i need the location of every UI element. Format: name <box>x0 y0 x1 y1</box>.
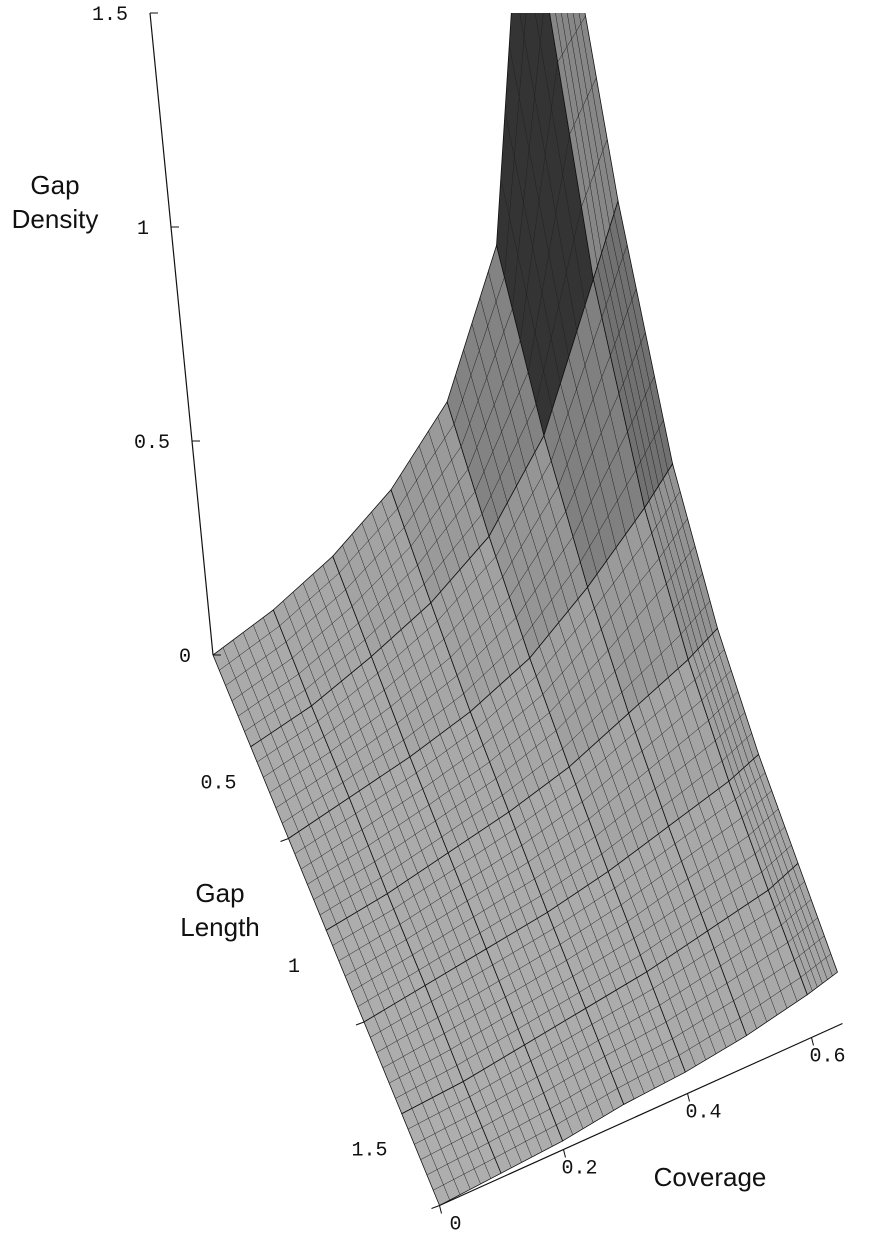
z-axis-label: Gap Density <box>11 170 99 234</box>
y-tick-label: 0.5 <box>200 773 236 796</box>
mesh-line <box>463 637 524 694</box>
mesh-line <box>601 807 663 855</box>
mesh-line <box>364 583 425 640</box>
mesh-line <box>562 692 623 749</box>
z-tick-label: 0 <box>179 646 191 669</box>
mesh-line <box>441 795 503 838</box>
mesh-line <box>661 760 723 808</box>
mesh-line <box>357 969 419 1007</box>
mesh-line <box>680 600 711 635</box>
mesh-line <box>761 844 792 873</box>
x-tick <box>687 1093 690 1102</box>
mesh-line <box>494 1124 557 1159</box>
x-tick-label: 0 <box>449 1214 461 1237</box>
mesh-line <box>342 739 404 783</box>
mesh-line <box>456 1028 519 1066</box>
y-tick <box>431 1205 440 1209</box>
x-tick-label: 0.6 <box>809 1046 845 1069</box>
mesh-line <box>678 1017 741 1056</box>
z-tick-label: 0.5 <box>134 432 170 455</box>
x-tick-label: 0.4 <box>685 1102 721 1125</box>
x-tick <box>439 1205 442 1214</box>
mesh-line <box>403 693 464 741</box>
mesh-line <box>556 1088 618 1126</box>
y-tick-label: 1 <box>288 956 300 979</box>
mesh-line <box>479 895 542 934</box>
mesh-line <box>319 877 382 916</box>
mesh-line <box>540 853 602 896</box>
mesh-line <box>244 689 306 732</box>
mesh-line <box>635 419 664 470</box>
mesh-line <box>621 634 682 693</box>
mesh-line <box>579 954 641 993</box>
mesh-line <box>640 913 702 956</box>
mesh-line <box>433 1157 495 1191</box>
x-tick <box>563 1149 566 1158</box>
z-tick-label: 1 <box>137 218 149 241</box>
mesh-line <box>502 748 563 796</box>
mesh-line <box>739 977 801 1019</box>
mesh-line <box>522 561 581 638</box>
mesh-line <box>580 469 637 563</box>
mesh-line <box>481 403 537 514</box>
z-tick-label: 1.5 <box>92 4 128 27</box>
mesh-line <box>721 733 752 762</box>
mesh-line <box>700 871 762 914</box>
mesh-line <box>518 992 580 1030</box>
y-axis-label: Gap Length <box>180 878 260 942</box>
y-tick <box>280 838 289 842</box>
x-axis-label: Coverage <box>653 1162 767 1192</box>
mesh-line <box>304 639 366 691</box>
surface <box>212 13 838 1207</box>
mesh-line <box>418 932 481 971</box>
mesh-line <box>282 782 344 824</box>
y-tick <box>355 1021 365 1026</box>
mesh-line <box>800 953 832 978</box>
z-axis <box>149 12 214 656</box>
x-tick <box>811 1037 814 1046</box>
mesh-line <box>395 1065 458 1099</box>
mesh-line <box>617 1055 680 1089</box>
y-tick-label: 1.5 <box>351 1140 387 1163</box>
mesh-line <box>535 206 582 404</box>
x-tick-label: 0.2 <box>561 1158 597 1181</box>
mesh-line <box>380 836 442 878</box>
mesh-line <box>581 139 608 207</box>
mesh-line <box>424 513 483 585</box>
x-axis <box>439 1022 843 1207</box>
